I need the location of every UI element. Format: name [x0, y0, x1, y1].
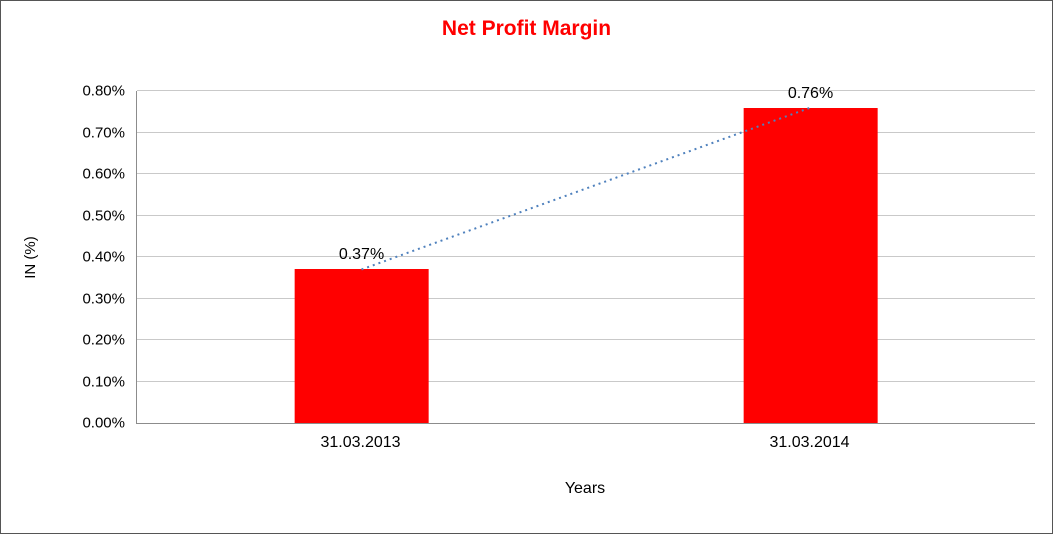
- gridline: [137, 339, 1035, 340]
- gridline: [137, 173, 1035, 174]
- x-category-label: 31.03.2013: [320, 434, 401, 451]
- category-slot: 0.76%: [586, 85, 1035, 423]
- trendline: [361, 106, 811, 271]
- gridline: [137, 297, 1035, 299]
- y-tick-label: 0.70%: [82, 124, 125, 141]
- gridline: [137, 256, 1035, 257]
- y-tick-label: 0.40%: [82, 248, 125, 266]
- bar-value-label: 0.76%: [787, 84, 834, 102]
- bar-value-label: 0.37%: [338, 246, 385, 264]
- bar: [743, 107, 878, 423]
- y-tick-label: 0.10%: [82, 373, 125, 390]
- x-category-label: 31.03.2014: [769, 434, 850, 451]
- chart-title: Net Profit Margin: [441, 17, 612, 40]
- y-axis-tick-labels: 0.00% 0.10% 0.20% 0.30% 0.40% 0.50% 0.60% 0.70%…: [1, 84, 125, 431]
- bar: [294, 269, 429, 423]
- gridline: [137, 131, 1035, 133]
- gridline: [137, 214, 1035, 216]
- y-tick-label: 0.60%: [82, 165, 125, 183]
- gridline: [137, 90, 1035, 91]
- x-axis-title: Years: [564, 480, 606, 497]
- y-tick-label: 0.20%: [82, 331, 125, 349]
- y-tick-label: 0.30%: [82, 290, 125, 307]
- y-tick-label: 0.50%: [82, 207, 125, 224]
- x-axis-category-labels: 31.03.2013 31.03.2014: [136, 434, 1034, 456]
- y-tick-label: 0.00%: [82, 414, 125, 432]
- gridline: [137, 380, 1035, 382]
- category-slot: 0.37%: [137, 91, 586, 423]
- trendline-segment: [361, 106, 811, 271]
- y-tick-label: 0.80%: [82, 82, 125, 100]
- plot-area: 0.37% 0.76%: [136, 85, 1035, 424]
